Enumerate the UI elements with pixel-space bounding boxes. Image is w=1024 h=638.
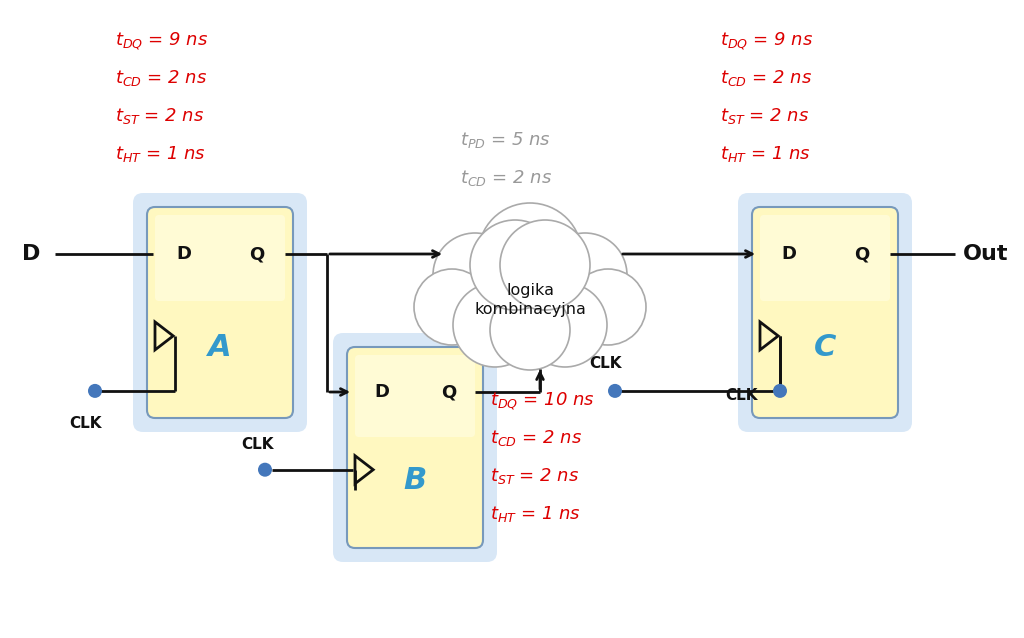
Text: D: D — [176, 245, 191, 263]
Text: $t_{CD}$ = 2 ns: $t_{CD}$ = 2 ns — [720, 68, 812, 88]
Circle shape — [500, 220, 590, 310]
FancyBboxPatch shape — [355, 355, 475, 437]
Circle shape — [773, 384, 787, 398]
FancyBboxPatch shape — [333, 333, 497, 562]
Text: $t_{CD}$ = 2 ns: $t_{CD}$ = 2 ns — [115, 68, 207, 88]
Text: $t_{CD}$ = 2 ns: $t_{CD}$ = 2 ns — [460, 168, 552, 188]
Circle shape — [523, 283, 607, 367]
Text: $t_{CD}$ = 2 ns: $t_{CD}$ = 2 ns — [490, 428, 583, 448]
Text: CLK: CLK — [589, 356, 622, 371]
Text: D: D — [22, 244, 40, 264]
Circle shape — [433, 233, 517, 317]
Text: B: B — [403, 466, 427, 495]
FancyBboxPatch shape — [347, 347, 483, 548]
Text: A: A — [208, 333, 231, 362]
Circle shape — [490, 290, 570, 370]
Circle shape — [453, 283, 537, 367]
Text: D: D — [781, 245, 796, 263]
Text: $t_{DQ}$ = 9 ns: $t_{DQ}$ = 9 ns — [720, 30, 813, 52]
Text: $t_{DQ}$ = 9 ns: $t_{DQ}$ = 9 ns — [115, 30, 208, 52]
Circle shape — [478, 203, 582, 307]
FancyBboxPatch shape — [155, 215, 285, 301]
Circle shape — [608, 384, 622, 398]
Text: Out: Out — [963, 244, 1009, 264]
FancyBboxPatch shape — [760, 215, 890, 301]
Text: D: D — [374, 383, 389, 401]
Text: $t_{DQ}$ = 10 ns: $t_{DQ}$ = 10 ns — [490, 390, 595, 412]
Text: $t_{HT}$ = 1 ns: $t_{HT}$ = 1 ns — [720, 144, 811, 164]
FancyBboxPatch shape — [147, 207, 293, 418]
Circle shape — [543, 233, 627, 317]
Text: $t_{ST}$ = 2 ns: $t_{ST}$ = 2 ns — [720, 106, 809, 126]
Circle shape — [570, 269, 646, 345]
Text: Q: Q — [441, 383, 457, 401]
Text: $t_{HT}$ = 1 ns: $t_{HT}$ = 1 ns — [490, 504, 581, 524]
Text: $t_{HT}$ = 1 ns: $t_{HT}$ = 1 ns — [115, 144, 206, 164]
Text: $t_{ST}$ = 2 ns: $t_{ST}$ = 2 ns — [115, 106, 205, 126]
Text: $t_{ST}$ = 2 ns: $t_{ST}$ = 2 ns — [490, 466, 580, 486]
Text: C: C — [814, 333, 837, 362]
Circle shape — [88, 384, 102, 398]
Text: CLK: CLK — [241, 436, 273, 452]
FancyBboxPatch shape — [133, 193, 307, 432]
Text: Q: Q — [249, 245, 264, 263]
Text: Q: Q — [854, 245, 869, 263]
FancyBboxPatch shape — [738, 193, 912, 432]
Text: logika
kombinacyjna: logika kombinacyjna — [474, 283, 586, 317]
FancyBboxPatch shape — [752, 207, 898, 418]
Circle shape — [414, 269, 490, 345]
Circle shape — [258, 463, 272, 477]
Text: $t_{PD}$ = 5 ns: $t_{PD}$ = 5 ns — [460, 130, 551, 150]
Text: CLK: CLK — [725, 389, 758, 403]
Text: CLK: CLK — [69, 416, 101, 431]
Circle shape — [470, 220, 560, 310]
